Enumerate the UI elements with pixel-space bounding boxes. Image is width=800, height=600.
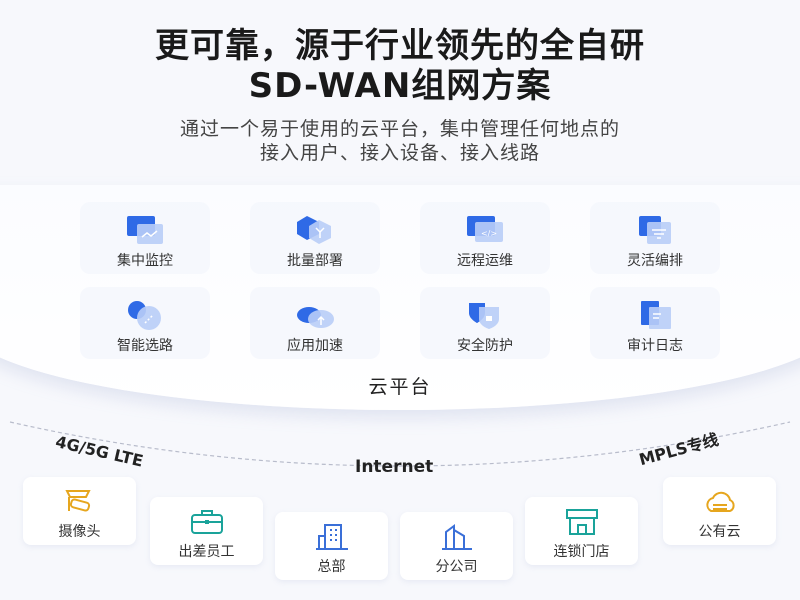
endpoint-card[interactable]: 摄像头 [23, 477, 136, 545]
route-icon [128, 301, 161, 330]
feature-card[interactable]: 集中监控 [80, 202, 210, 274]
endpoint-label: 公有云 [698, 524, 741, 540]
remote-code-icon: </> [467, 216, 503, 242]
svg-text:</>: </> [481, 229, 497, 238]
feature-label: 应用加速 [287, 338, 343, 354]
endpoint-label: 分公司 [435, 559, 478, 575]
title-line-1: 更可靠，源于行业领先的全自研 [155, 26, 645, 66]
feature-card[interactable]: 审计日志 [590, 287, 720, 359]
link-internet: Internet [355, 457, 434, 477]
log-document-icon [641, 301, 671, 329]
feature-label: 灵活编排 [627, 253, 683, 269]
feature-card[interactable]: 批量部署 [250, 202, 380, 274]
network-arc [9, 421, 791, 467]
title-line-2: SD-WAN组网方案 [248, 66, 552, 106]
camera-icon [64, 490, 91, 512]
feature-label: 批量部署 [287, 253, 343, 269]
endpoint-label: 连锁门店 [553, 544, 610, 560]
feature-card[interactable]: 安全防护 [420, 287, 550, 359]
subtitle-line-1: 通过一个易于使用的云平台，集中管理任何地点的 [179, 118, 620, 140]
feature-card[interactable]: 智能选路 [80, 287, 210, 359]
feature-card[interactable]: 应用加速 [250, 287, 380, 359]
endpoint-card[interactable]: 分公司 [400, 512, 513, 580]
feature-label: 审计日志 [627, 338, 683, 354]
endpoint-card[interactable]: 出差员工 [150, 497, 263, 565]
filter-layers-icon [639, 216, 671, 244]
feature-card[interactable]: 灵活编排 [590, 202, 720, 274]
briefcase-icon [190, 510, 223, 534]
subtitle-line-2: 接入用户、接入设备、接入线路 [259, 142, 540, 164]
feature-label: 智能选路 [117, 338, 173, 354]
shield-lock-icon [469, 303, 499, 329]
building-icon [315, 524, 348, 550]
deploy-hexagon-icon [297, 216, 331, 244]
store-icon [565, 509, 598, 535]
cloud-upload-icon [297, 307, 334, 328]
endpoint-card[interactable]: 公有云 [663, 477, 776, 545]
branch-building-icon [441, 524, 472, 550]
public-cloud-icon [705, 491, 735, 512]
cloud-platform-label: 云平台 [368, 376, 432, 398]
endpoint-label: 出差员工 [178, 544, 235, 560]
endpoint-label: 总部 [317, 559, 346, 575]
endpoint-label: 摄像头 [58, 524, 101, 540]
feature-label: 远程运维 [457, 253, 513, 269]
monitor-chart-icon [127, 216, 163, 244]
feature-label: 集中监控 [117, 253, 173, 269]
feature-card[interactable]: </> 远程运维 [420, 202, 550, 274]
endpoint-card[interactable]: 总部 [275, 512, 388, 580]
feature-label: 安全防护 [457, 338, 513, 354]
endpoint-card[interactable]: 连锁门店 [525, 497, 638, 565]
